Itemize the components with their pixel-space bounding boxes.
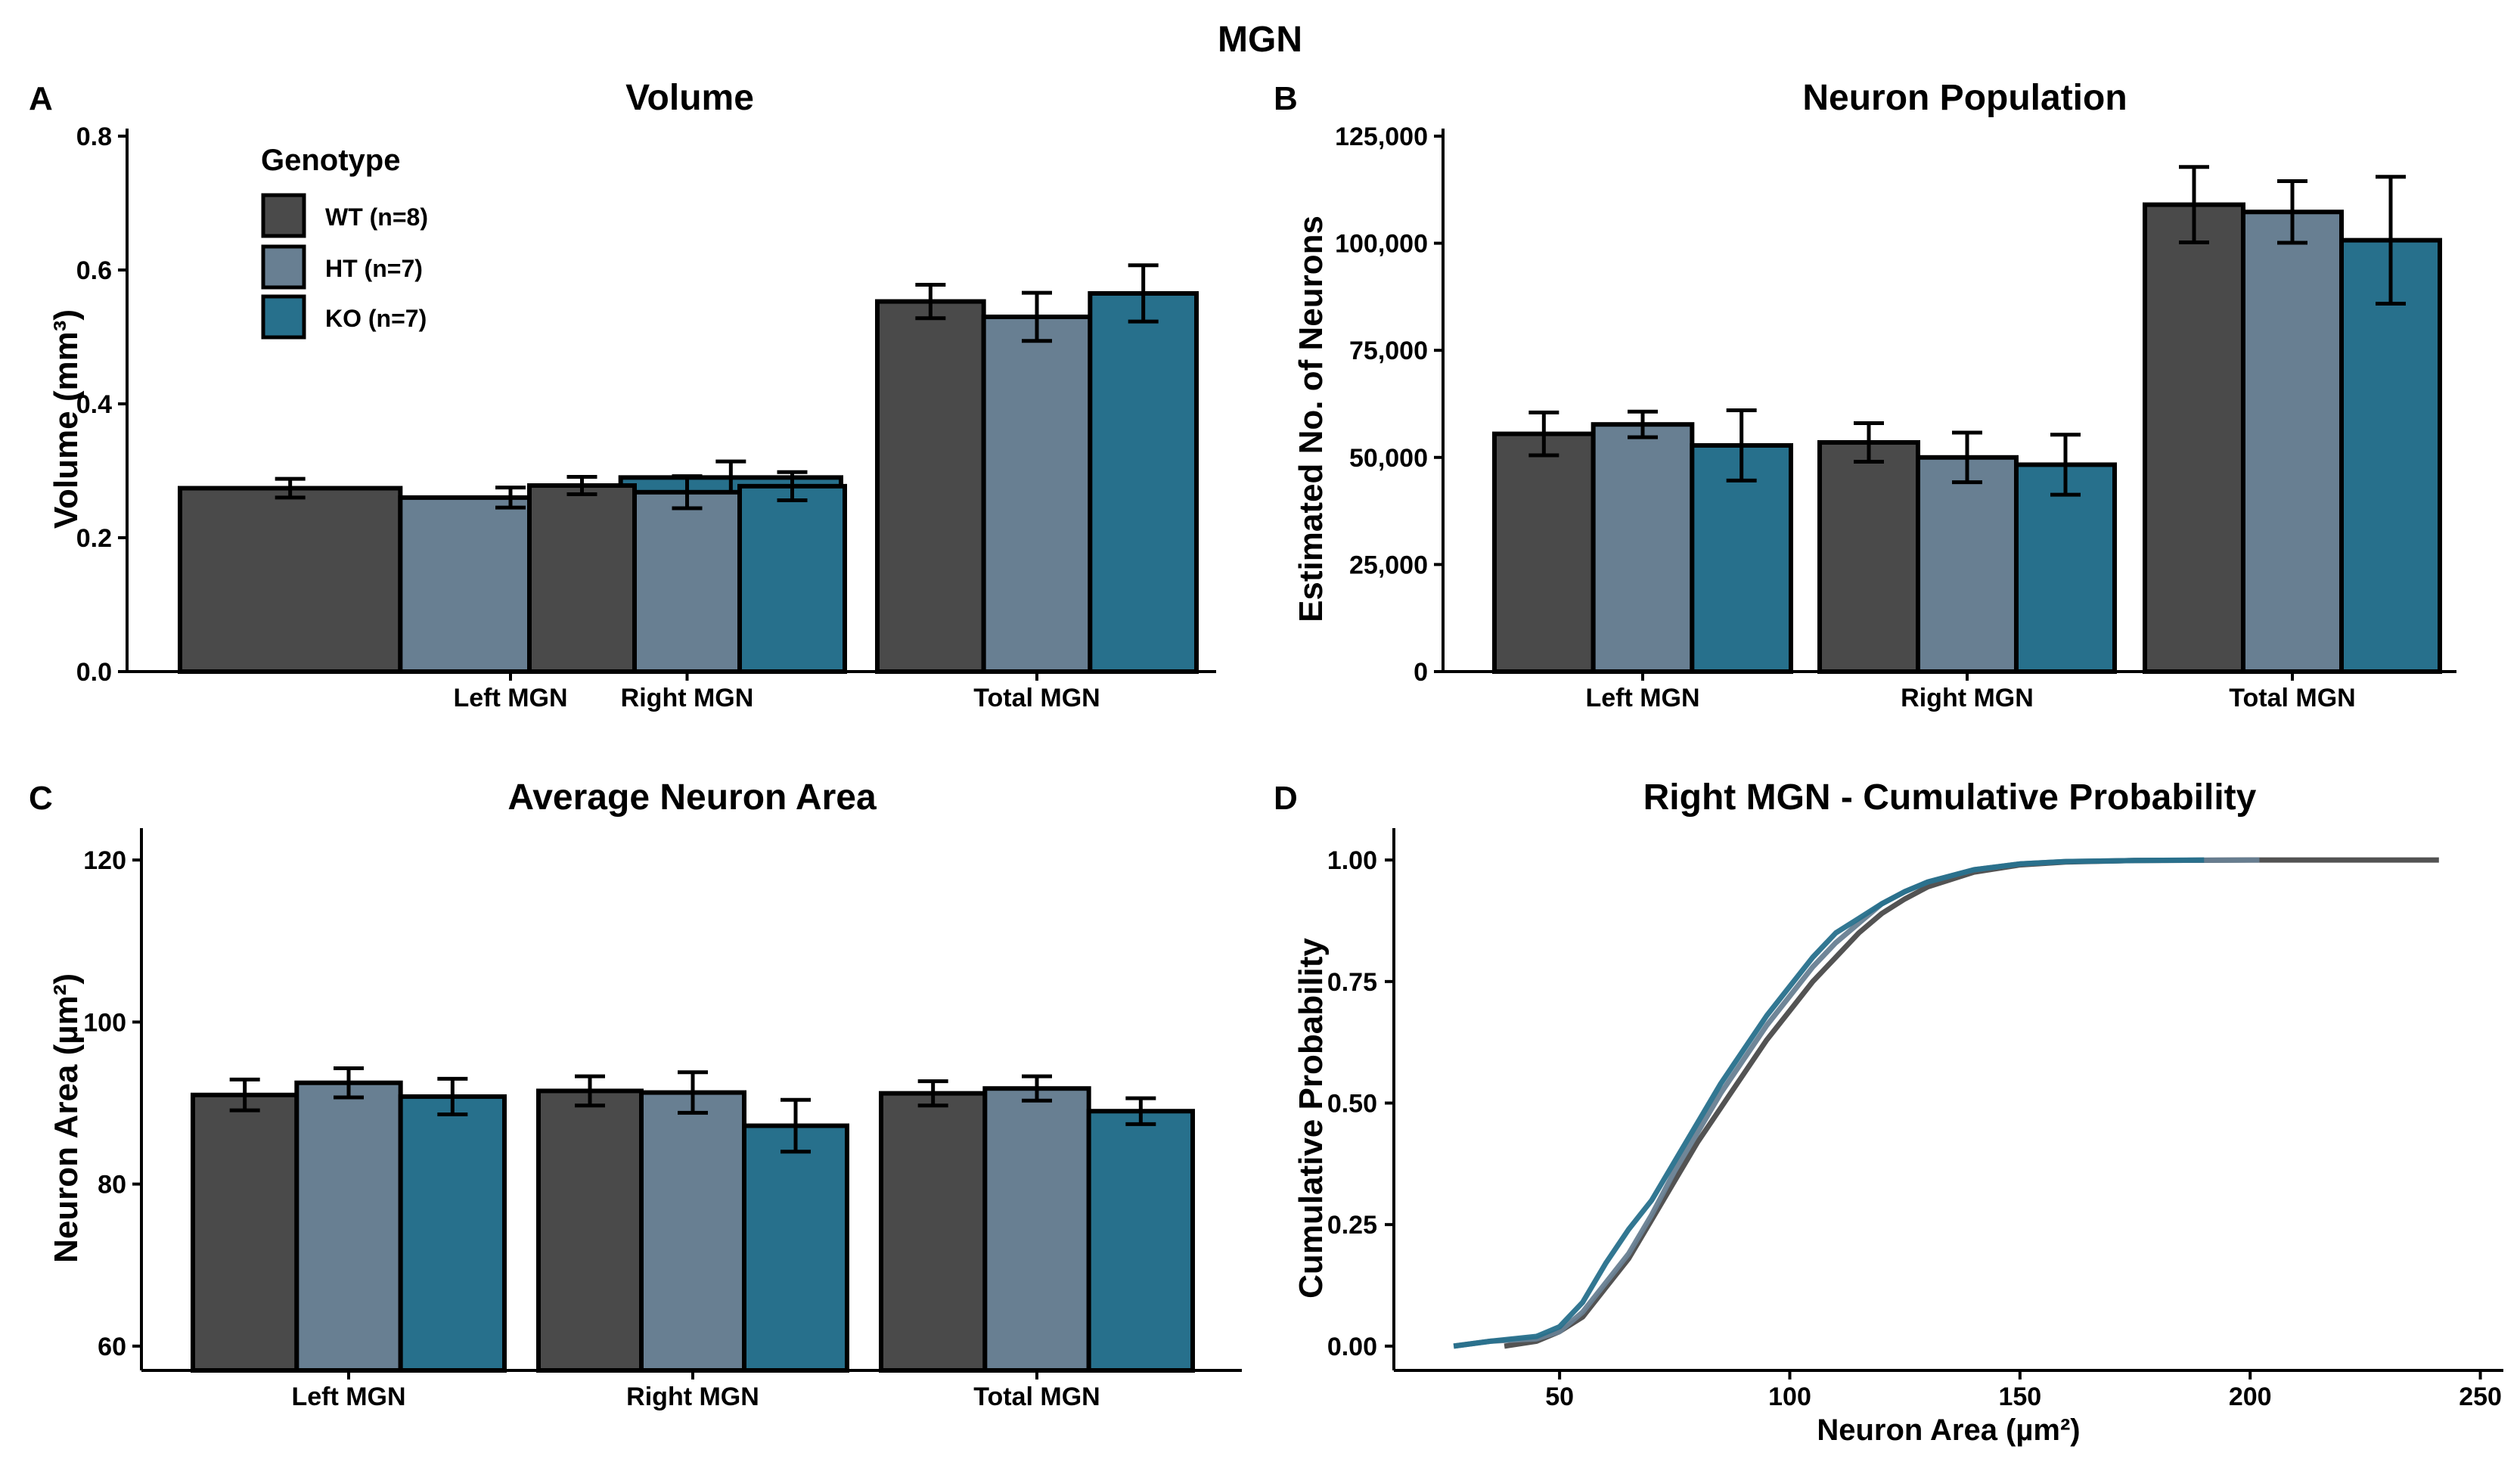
bar-left-mgn-ht (294, 1080, 403, 1373)
x-tick-label: 200 (2229, 1383, 2272, 1411)
panel-letter: C (29, 780, 53, 817)
bar-left-mgn-wt (1492, 431, 1596, 674)
cdf-line-wt (1504, 857, 2439, 1349)
legend-swatch-ht (261, 244, 306, 290)
x-tick-label: 50 (1545, 1383, 1574, 1411)
bar-total-mgn-wt (879, 1091, 988, 1373)
bar-left-mgn-ko (1690, 442, 1793, 674)
legend-swatch-ko (261, 294, 306, 340)
y-tick-label: 0.50 (1327, 1090, 1377, 1119)
bar-right-mgn-wt (1817, 439, 1920, 674)
bar-right-mgn-ht (632, 489, 742, 674)
y-tick-label: 120 (83, 846, 126, 875)
y-axis-label: Neuron Area (µm²) (48, 973, 85, 1263)
bar-left-mgn-wt (191, 1092, 299, 1373)
y-axis-label: Volume (mm³) (48, 309, 85, 529)
x-tick-label-total-mgn: Total MGN (973, 684, 1100, 712)
bar-right-mgn-ht (639, 1090, 746, 1373)
panel-c-average-neuron-area: C Average Neuron Area Neuron Area (µm²) Lef… (29, 777, 1242, 1411)
x-tick-label-left-mgn: Left MGN (291, 1383, 405, 1411)
y-tick-label: 0 (1414, 658, 1428, 687)
y-tick-label: 0.0 (76, 658, 112, 687)
bar-right-mgn-ht (1916, 455, 2019, 674)
legend-label-wt: WT (n=8) (325, 203, 428, 231)
x-tick-label-total-mgn: Total MGN (973, 1383, 1100, 1411)
figure-title: MGN (1218, 20, 1302, 60)
bar-total-mgn-wt (2143, 202, 2245, 674)
bar-total-mgn-ht (981, 314, 1093, 674)
bar-left-mgn-wt (178, 486, 403, 675)
panel-title: Neuron Population (1802, 78, 2127, 118)
bar-total-mgn-ht (2241, 209, 2344, 674)
legend-title: Genotype (261, 144, 400, 177)
y-tick-label: 100,000 (1335, 230, 1428, 259)
bar-right-mgn-wt (527, 483, 637, 674)
bar-right-mgn-wt (536, 1088, 644, 1373)
panel-letter: B (1274, 80, 1298, 117)
x-tick-label-left-mgn: Left MGN (453, 684, 567, 712)
x-tick-label: 100 (1768, 1383, 1811, 1411)
panel-letter: D (1274, 780, 1298, 817)
x-axis-label: Neuron Area (µm²) (1817, 1414, 2080, 1447)
legend-label-ko: KO (n=7) (325, 305, 427, 332)
cdf-line-ko (1453, 857, 2205, 1349)
y-tick-label: 0.75 (1327, 968, 1377, 997)
y-axis-label: Estimated No. of Neurons (1293, 216, 1330, 622)
bar-total-mgn-ko (1088, 290, 1199, 674)
bar-total-mgn-wt (875, 299, 986, 674)
legend-label-ht: HT (n=7) (325, 255, 423, 282)
bar-total-mgn-ko (1086, 1109, 1195, 1373)
panel-title: Right MGN - Cumulative Probability (1643, 777, 2257, 818)
y-tick-label: 0.4 (76, 390, 112, 419)
bar-left-mgn-ht (1591, 422, 1695, 674)
y-tick-label: 75,000 (1349, 337, 1428, 365)
x-tick-label: 250 (2459, 1383, 2502, 1411)
panel-title: Volume (625, 78, 754, 118)
y-tick-label: 100 (83, 1008, 126, 1037)
y-tick-label: 125,000 (1335, 123, 1428, 151)
panel-a-volume: A Volume Volume (mm³) Left MGN Right MGN Tota… (29, 78, 1216, 712)
y-tick-label: 0.25 (1327, 1211, 1377, 1240)
panel-b-neuron-population: B Neuron Population Estimated No. of Neuro… (1274, 78, 2456, 712)
x-tick-label-left-mgn: Left MGN (1585, 684, 1699, 712)
y-tick-label: 50,000 (1349, 444, 1428, 473)
x-tick-label: 150 (1998, 1383, 2041, 1411)
y-tick-label: 60 (98, 1333, 126, 1361)
y-tick-label: 1.00 (1327, 846, 1377, 875)
bar-right-mgn-ko (742, 1123, 849, 1373)
x-tick-label-right-mgn: Right MGN (621, 684, 754, 712)
y-tick-label: 0.6 (76, 256, 112, 285)
legend-swatch-wt (261, 193, 306, 238)
x-tick-label-right-mgn: Right MGN (626, 1383, 759, 1411)
panel-letter: A (29, 80, 53, 117)
bar-total-mgn-ht (982, 1086, 1091, 1373)
x-tick-label-right-mgn: Right MGN (1901, 684, 2034, 712)
y-tick-label: 25,000 (1349, 551, 1428, 579)
legend: Genotype WT (n=8) HT (n=7) KO (n=7) (261, 144, 428, 340)
y-tick-label: 0.00 (1327, 1333, 1377, 1361)
bar-left-mgn-ko (398, 1094, 507, 1373)
panel-title: Average Neuron Area (507, 777, 877, 818)
panel-d-cumulative-probability: D Right MGN - Cumulative Probability Cumul… (1274, 777, 2503, 1447)
bar-right-mgn-ko (737, 483, 847, 674)
x-tick-label-total-mgn: Total MGN (2229, 684, 2355, 712)
y-tick-label: 80 (98, 1171, 126, 1199)
y-axis-label: Cumulative Probability (1293, 938, 1330, 1299)
y-tick-label: 0.2 (76, 524, 112, 553)
y-tick-label: 0.8 (76, 123, 112, 151)
